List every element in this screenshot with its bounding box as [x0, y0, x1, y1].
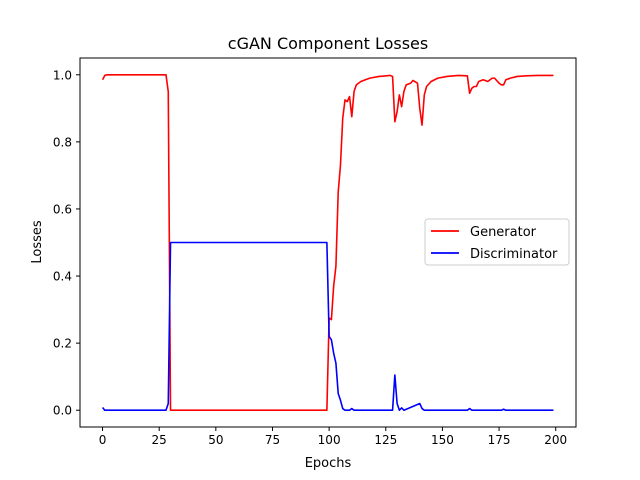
x-tick-label: 100: [318, 433, 341, 447]
y-axis-label: Losses: [30, 220, 45, 264]
legend-box: [424, 218, 570, 266]
x-tick-label: 200: [544, 433, 567, 447]
y-tick-label: 0.0: [53, 404, 72, 418]
series-line-discriminator: [101, 241, 554, 412]
series-line-generator: [101, 73, 554, 412]
y-tick-label: 0.6: [53, 202, 72, 216]
y-tick-label: 1.0: [53, 68, 72, 82]
x-axis-label: Epochs: [305, 456, 352, 471]
legend-label-discriminator: Discriminator: [470, 247, 558, 262]
y-tick-label: 0.4: [53, 270, 72, 284]
x-tick-label: 75: [265, 433, 280, 447]
x-tick-label: 50: [208, 433, 223, 447]
x-tick-label: 150: [431, 433, 454, 447]
x-tick-label: 175: [488, 433, 511, 447]
y-tick-label: 0.8: [53, 135, 72, 149]
legend-label-generator: Generator: [470, 225, 537, 240]
axes: 0 25 50 75 100 125 150 175 200 0.0 0.2 0.4 0.6 0.8 1.0: [53, 57, 577, 447]
legend: Generator Discriminator: [424, 218, 570, 266]
axes-frame: [79, 57, 577, 428]
x-tick-label: 0: [99, 433, 107, 447]
y-tick-label: 0.2: [53, 337, 72, 351]
x-tick-label: 25: [152, 433, 167, 447]
x-tick-label: 125: [374, 433, 397, 447]
chart-title: cGAN Component Losses: [228, 34, 428, 53]
plot-area: [101, 73, 554, 412]
